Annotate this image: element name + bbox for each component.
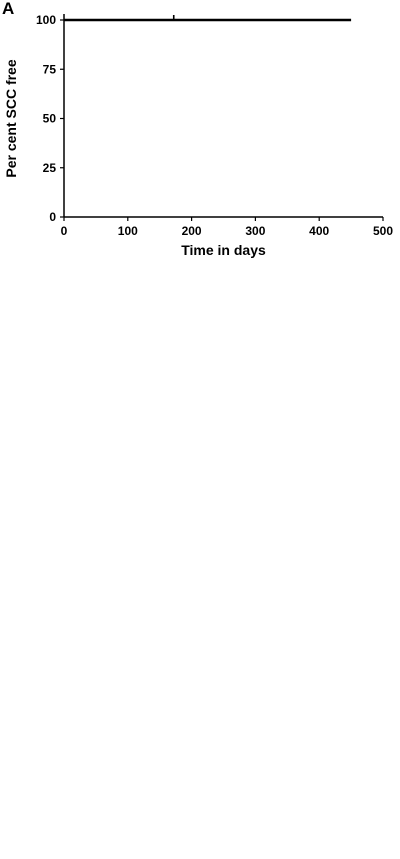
y-tick-label: 25 bbox=[43, 161, 57, 175]
x-tick-label: 100 bbox=[118, 224, 138, 238]
y-tick-label: 50 bbox=[43, 112, 57, 126]
y-tick-label: 100 bbox=[36, 13, 56, 27]
x-tick-label: 300 bbox=[245, 224, 265, 238]
x-axis-title: Time in days bbox=[181, 242, 266, 258]
chart-panel-A: A 0 25 50 75 100 0 100 200 300 400 500 Time in days P… bbox=[2, 0, 393, 258]
x-tick-label: 0 bbox=[61, 224, 68, 238]
y-axis-title: Per cent SCC free bbox=[3, 59, 19, 177]
x-tick-label: 200 bbox=[182, 224, 202, 238]
panel-label: A bbox=[2, 0, 14, 18]
y-tick-label: 75 bbox=[43, 62, 57, 76]
x-tick-label: 500 bbox=[373, 224, 393, 238]
x-tick-label: 400 bbox=[309, 224, 329, 238]
y-tick-label: 0 bbox=[49, 210, 56, 224]
